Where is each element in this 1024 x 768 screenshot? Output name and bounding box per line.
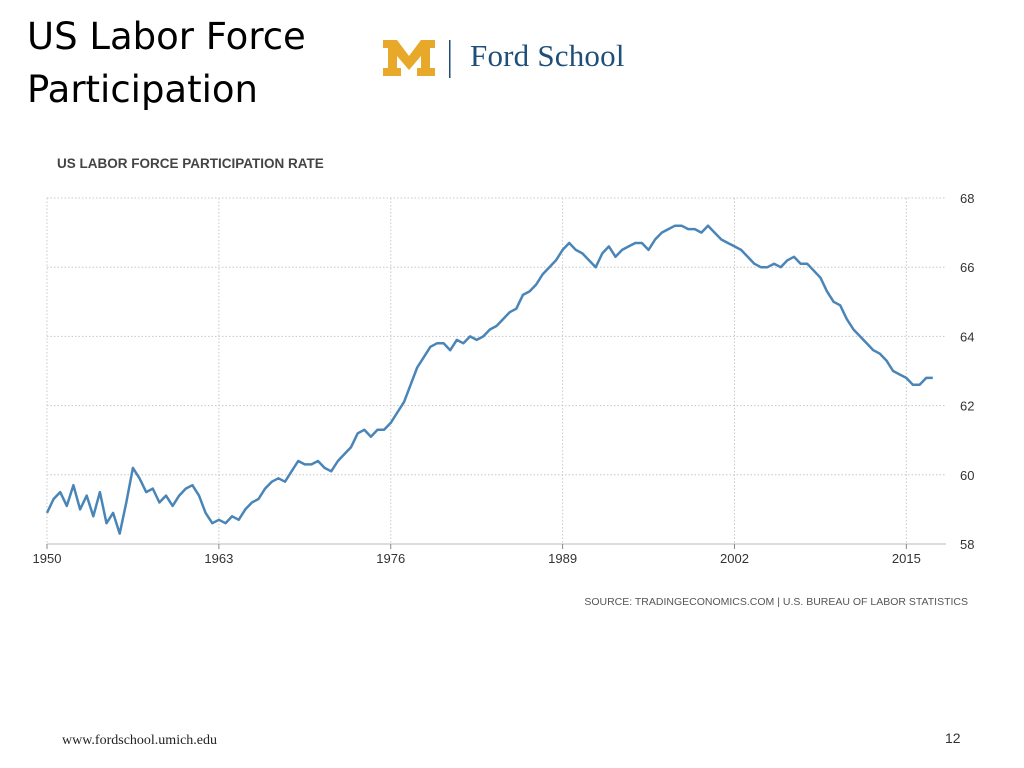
y-tick-label: 66 xyxy=(960,260,974,275)
y-tick-label: 64 xyxy=(960,329,974,344)
logo-divider xyxy=(449,40,451,78)
x-tick-label: 1950 xyxy=(33,551,62,566)
x-axis-ticks: 1950 1963 1976 1989 2002 2015 xyxy=(33,544,921,566)
y-axis-ticks: 58 60 62 64 66 68 xyxy=(960,191,974,552)
participation-rate-line xyxy=(45,224,933,535)
page-number: 12 xyxy=(945,730,961,746)
x-tick-label: 1989 xyxy=(548,551,577,566)
chart-source: SOURCE: TRADINGECONOMICS.COM | U.S. BURE… xyxy=(584,596,968,608)
chart-gridlines xyxy=(46,197,946,545)
slide-title: US Labor Force Participation xyxy=(27,10,306,116)
footer-url[interactable]: www.fordschool.umich.edu xyxy=(62,733,218,748)
ford-school-wordmark: Ford School xyxy=(470,38,625,73)
x-tick-label: 1963 xyxy=(204,551,233,566)
y-tick-label: 58 xyxy=(960,537,974,552)
chart-title: US LABOR FORCE PARTICIPATION RATE xyxy=(57,156,324,171)
y-tick-label: 62 xyxy=(960,399,974,414)
x-tick-label: 2015 xyxy=(892,551,921,566)
y-tick-label: 60 xyxy=(960,468,974,483)
slide-title-line2: Participation xyxy=(27,68,258,111)
slide-title-line1: US Labor Force xyxy=(27,15,306,58)
x-tick-label: 2002 xyxy=(720,551,749,566)
y-tick-label: 68 xyxy=(960,191,974,206)
block-m-logo-icon xyxy=(383,40,435,76)
x-tick-label: 1976 xyxy=(376,551,405,566)
